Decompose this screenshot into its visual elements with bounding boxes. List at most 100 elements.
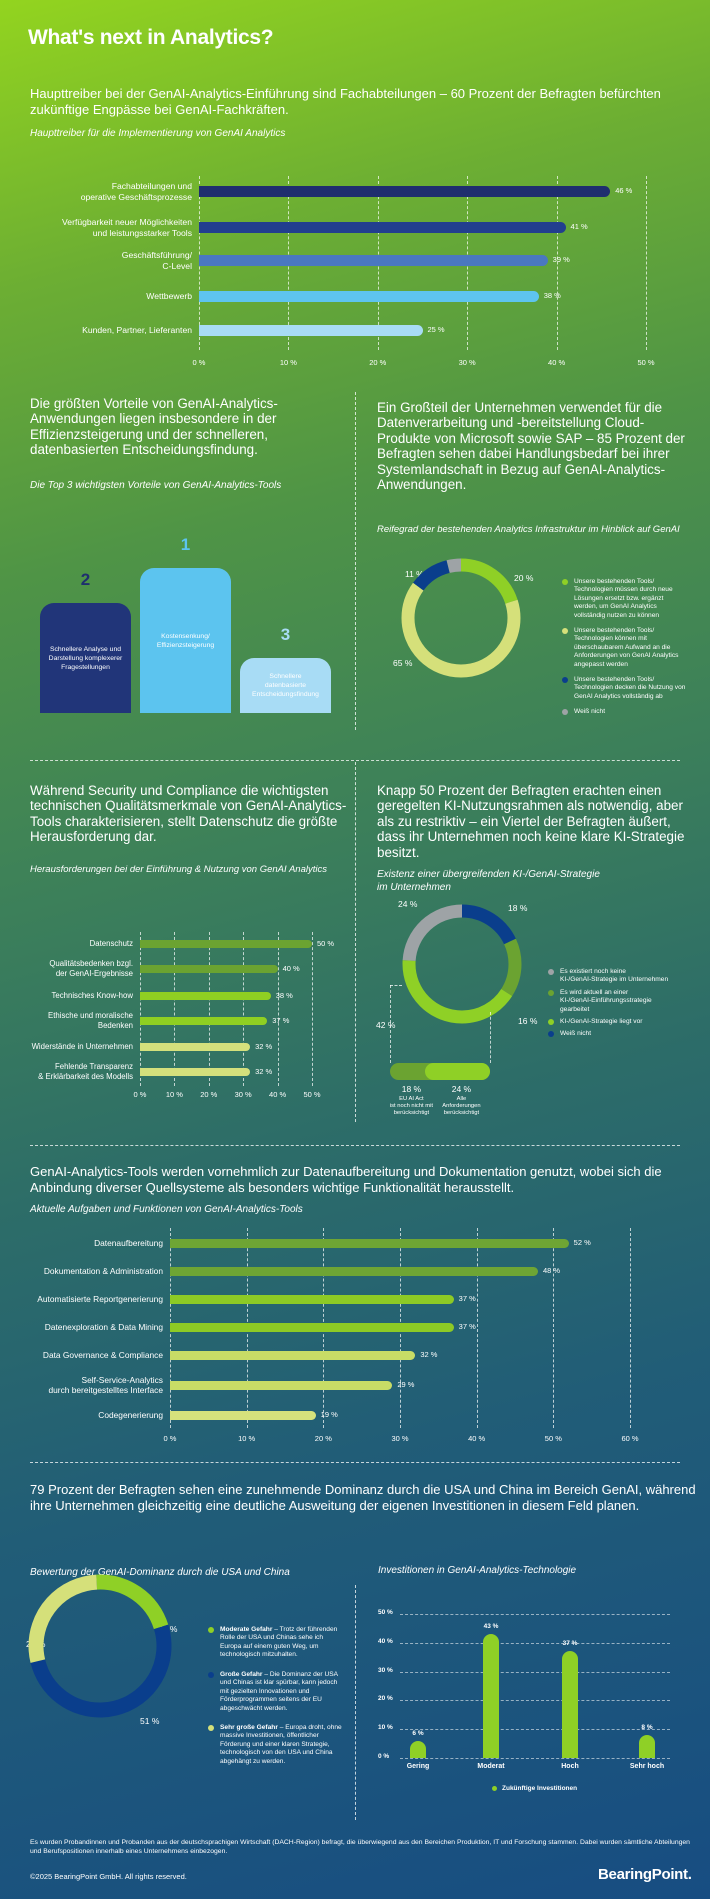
grid-line — [400, 1671, 670, 1673]
category-label: Dokumentation & Administration — [43, 1266, 163, 1276]
slice-label: 51 % — [140, 1716, 160, 1726]
legend-item: Es existiert noch keine KI-/GenAI-Strate… — [548, 968, 708, 985]
y-tick-label: 40 % — [378, 1637, 393, 1645]
value-label: 52 % — [573, 1238, 591, 1247]
breakdown-value: 24 % — [451, 1084, 472, 1094]
legend-text: Zukünftige Investitionen — [502, 1785, 578, 1792]
legend-item: Es wird aktuell an einer KI-/GenAI-Einfü… — [548, 989, 708, 1014]
bar — [140, 1017, 268, 1025]
category-label: Widerstände in Unternehmen — [31, 1042, 133, 1051]
grid-line — [400, 1729, 670, 1731]
divider — [30, 1462, 680, 1463]
category-label: Hoch — [561, 1763, 579, 1770]
legend-title: Große Gefahr — [220, 1671, 263, 1678]
bar — [170, 1380, 393, 1390]
slice-label: 16 % — [518, 1016, 538, 1026]
value-label: 37 % — [458, 1294, 476, 1303]
legend-dot — [562, 628, 568, 634]
legend-item: Moderate Gefahr – Trotz der führenden Ro… — [208, 1626, 343, 1660]
donut-slice — [402, 904, 522, 1024]
grid-line — [140, 932, 141, 1086]
chart6-title: Aktuelle Aufgaben und Funktionen von Gen… — [30, 1204, 303, 1215]
legend-dot — [548, 1019, 554, 1025]
category-label: Technisches Know-how — [51, 991, 133, 1000]
bearingpoint-logo: BearingPoint. — [598, 1866, 692, 1883]
copyright: ©2025 BearingPoint GmbH. All rights rese… — [30, 1872, 187, 1881]
podium-bar-rank-2: Schnellere Analyse und Darstellung kompl… — [40, 603, 131, 713]
legend-item: Große Gefahr – Die Dominanz der USA und … — [208, 1671, 343, 1713]
chart4-title: Herausforderungen bei der Einführung & N… — [30, 864, 327, 875]
x-tick-label: 40 % — [468, 1434, 486, 1443]
podium-bar-rank-3: Schnellere datenbasierte Entscheidungsfi… — [240, 658, 331, 713]
bar — [140, 1068, 251, 1076]
x-tick-label: 50 % — [303, 1090, 321, 1099]
legend-text: – Europa droht, ohne massive Investition… — [220, 1724, 342, 1765]
page-title: What's next in Analytics? — [28, 26, 274, 49]
legend-item: Unsere bestehenden Tools/ Technologien d… — [562, 676, 702, 701]
legend-dot — [562, 709, 568, 715]
rank-number: 3 — [280, 625, 291, 644]
grid-line — [400, 1614, 670, 1615]
x-tick-label: 30 % — [234, 1090, 252, 1099]
category-label: Ethische und moralische Bedenken — [48, 1011, 133, 1030]
slice-label: 65 % — [393, 658, 413, 668]
value-label: 46 % — [615, 186, 633, 195]
grid-line — [208, 932, 210, 1086]
x-tick-label: 30 % — [391, 1434, 409, 1443]
slice-label: 11 % — [405, 569, 424, 579]
legend-item: KI-/GenAI-Strategie liegt vor — [548, 1018, 708, 1026]
grid-line — [630, 1228, 631, 1428]
value-label: 37 % — [562, 1640, 578, 1648]
x-tick-label: 60 % — [621, 1434, 639, 1443]
bar — [199, 290, 539, 302]
category-label: Verfügbarkeit neuer Möglichkeiten und le… — [62, 217, 192, 238]
connector — [390, 985, 391, 1063]
legend-text: Es wird aktuell an einer KI-/GenAI-Einfü… — [560, 989, 652, 1013]
legend-text: – Trotz der führenden Rolle der USA und … — [220, 1626, 338, 1659]
chart2-title: Die Top 3 wichtigsten Vorteile von GenAI… — [30, 480, 282, 491]
bar — [170, 1410, 316, 1420]
bar — [140, 992, 271, 1000]
x-tick-label: 50 % — [637, 358, 655, 367]
x-tick-label: 0 % — [163, 1434, 177, 1443]
x-tick-label: 10 % — [279, 358, 297, 367]
value-label: 32 % — [255, 1067, 273, 1076]
value-label: 39 % — [552, 255, 570, 264]
grid-line — [553, 1228, 555, 1428]
legend-dot — [562, 677, 568, 683]
category-label: Datenexploration & Data Mining — [44, 1322, 163, 1332]
value-label: 40 % — [282, 964, 300, 973]
legend-dot — [208, 1672, 214, 1678]
category-label: Wettbewerb — [146, 291, 192, 301]
value-label: 38 % — [275, 991, 293, 1000]
section4-headline: GenAI-Analytics-Tools werden vornehmlich… — [30, 1164, 662, 1195]
legend-text: Es existiert noch keine KI-/GenAI-Strate… — [560, 968, 669, 984]
value-label: 19 % — [320, 1410, 338, 1419]
x-tick-label: 20 % — [200, 1090, 218, 1099]
bar — [483, 1634, 499, 1758]
value-label: 6 % — [412, 1729, 424, 1737]
legend-dot — [548, 969, 554, 975]
value-label: 25 % — [427, 325, 445, 334]
category-label: Datenaufbereitung — [94, 1238, 163, 1248]
chart1-title: Haupttreiber für die Implementierung von… — [30, 128, 286, 139]
connector — [390, 985, 402, 986]
legend-title: Moderate Gefahr — [220, 1626, 273, 1633]
donut-chart — [401, 558, 521, 678]
value-label: 37 % — [458, 1322, 476, 1331]
slice-label: 20 % — [514, 573, 534, 583]
grid-line — [476, 1228, 478, 1428]
value-label: 38 % — [543, 291, 561, 300]
legend-text: Unsere bestehenden Tools/ Technologien m… — [574, 578, 673, 619]
category-label: Moderat — [477, 1763, 505, 1770]
legend-item: Weiß nicht — [548, 1030, 708, 1038]
bar — [199, 185, 611, 197]
category-label: Kunden, Partner, Lieferanten — [82, 325, 192, 335]
x-tick-label: 20 % — [369, 358, 387, 367]
donut-slice — [402, 904, 522, 1024]
donut-chart — [28, 1574, 172, 1718]
connector — [490, 1012, 491, 1063]
category-label: Qualitätsbedenken bzgl. der GenAI-Ergebn… — [49, 959, 133, 978]
category-label: Fachabteilungen und operative Geschäftsp… — [80, 181, 192, 202]
